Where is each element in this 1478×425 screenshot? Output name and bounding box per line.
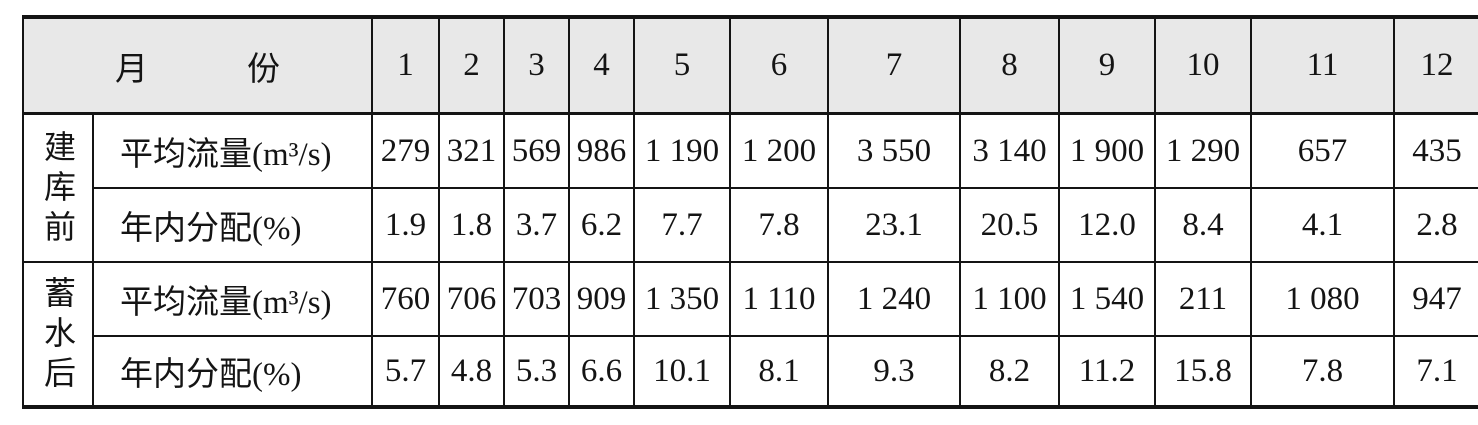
row-prebuild-distribution: 年内分配(%) 1.9 1.8 3.7 6.2 7.7 7.8 23.1 20.… xyxy=(23,187,1478,263)
group-cell-before-reservoir: 建库前 xyxy=(22,112,94,263)
group-cell-after-storage: 蓄水后 xyxy=(22,261,94,408)
data-cell: 12.0 xyxy=(1058,187,1156,263)
data-cell: 1 190 xyxy=(633,112,731,189)
data-cell: 1 110 xyxy=(729,261,829,337)
data-cell: 1.8 xyxy=(438,187,505,263)
data-cell: 279 xyxy=(371,112,440,189)
data-cell: 321 xyxy=(438,112,505,189)
month-header-cell-8: 8 xyxy=(959,16,1060,115)
data-cell: 7.1 xyxy=(1393,335,1478,408)
data-cell: 6.2 xyxy=(568,187,635,263)
data-cell: 947 xyxy=(1393,261,1478,337)
data-cell: 1 350 xyxy=(633,261,731,337)
data-cell: 7.8 xyxy=(1250,335,1395,408)
row-label-annual-distribution: 年内分配(%) xyxy=(92,187,373,263)
data-cell: 1 540 xyxy=(1058,261,1156,337)
monthly-flow-table: 月 份 1 2 3 4 5 6 7 8 9 10 11 12 建库前 平均流量(… xyxy=(22,15,1478,409)
data-cell: 5.3 xyxy=(503,335,570,408)
month-header-cell-5: 5 xyxy=(633,16,731,115)
data-cell: 703 xyxy=(503,261,570,337)
data-cell: 986 xyxy=(568,112,635,189)
month-header-cell-2: 2 xyxy=(438,16,505,115)
row-label-avg-flow: 平均流量(m³/s) xyxy=(92,112,373,189)
month-header-cell-10: 10 xyxy=(1154,16,1252,115)
data-cell: 1 200 xyxy=(729,112,829,189)
data-cell: 211 xyxy=(1154,261,1252,337)
data-cell: 11.2 xyxy=(1058,335,1156,408)
data-cell: 435 xyxy=(1393,112,1478,189)
data-cell: 10.1 xyxy=(633,335,731,408)
row-label-annual-distribution: 年内分配(%) xyxy=(92,335,373,408)
data-cell: 1.9 xyxy=(371,187,440,263)
row-label-avg-flow: 平均流量(m³/s) xyxy=(92,261,373,337)
data-cell: 3 550 xyxy=(827,112,961,189)
data-cell: 4.8 xyxy=(438,335,505,408)
month-header-cell-9: 9 xyxy=(1058,16,1156,115)
month-header-cell-12: 12 xyxy=(1393,16,1478,115)
table-container: 月 份 1 2 3 4 5 6 7 8 9 10 11 12 建库前 平均流量(… xyxy=(22,15,1478,409)
data-cell: 20.5 xyxy=(959,187,1060,263)
data-cell: 9.3 xyxy=(827,335,961,408)
data-cell: 706 xyxy=(438,261,505,337)
data-cell: 8.4 xyxy=(1154,187,1252,263)
month-header-cell-6: 6 xyxy=(729,16,829,115)
data-cell: 8.2 xyxy=(959,335,1060,408)
data-cell: 1 900 xyxy=(1058,112,1156,189)
data-cell: 1 240 xyxy=(827,261,961,337)
data-cell: 3.7 xyxy=(503,187,570,263)
data-cell: 15.8 xyxy=(1154,335,1252,408)
month-header-cell-3: 3 xyxy=(503,16,570,115)
data-cell: 3 140 xyxy=(959,112,1060,189)
data-cell: 909 xyxy=(568,261,635,337)
data-cell: 657 xyxy=(1250,112,1395,189)
month-header-cell-7: 7 xyxy=(827,16,961,115)
row-prebuild-avg-flow: 建库前 平均流量(m³/s) 279 321 569 986 1 190 1 2… xyxy=(22,112,1478,263)
month-header-cell-4: 4 xyxy=(568,16,635,115)
header-row: 月 份 1 2 3 4 5 6 7 8 9 10 11 12 xyxy=(22,16,1478,115)
data-cell: 2.8 xyxy=(1393,187,1478,263)
data-cell: 1 290 xyxy=(1154,112,1252,189)
month-header-cell-11: 11 xyxy=(1250,16,1395,115)
month-header-cell-1: 1 xyxy=(371,16,440,115)
data-cell: 7.7 xyxy=(633,187,731,263)
data-cell: 1 100 xyxy=(959,261,1060,337)
data-cell: 8.1 xyxy=(729,335,829,408)
data-cell: 5.7 xyxy=(371,335,440,408)
row-poststorage-avg-flow: 蓄水后 平均流量(m³/s) 760 706 703 909 1 350 1 1… xyxy=(22,261,1478,408)
data-cell: 760 xyxy=(371,261,440,337)
data-cell: 23.1 xyxy=(827,187,961,263)
data-cell: 6.6 xyxy=(568,335,635,408)
data-cell: 7.8 xyxy=(729,187,829,263)
data-cell: 1 080 xyxy=(1250,261,1395,337)
month-header-label: 月 份 xyxy=(22,16,373,115)
data-cell: 4.1 xyxy=(1250,187,1395,263)
data-cell: 569 xyxy=(503,112,570,189)
row-poststorage-distribution: 年内分配(%) 5.7 4.8 5.3 6.6 10.1 8.1 9.3 8.2… xyxy=(23,335,1478,408)
